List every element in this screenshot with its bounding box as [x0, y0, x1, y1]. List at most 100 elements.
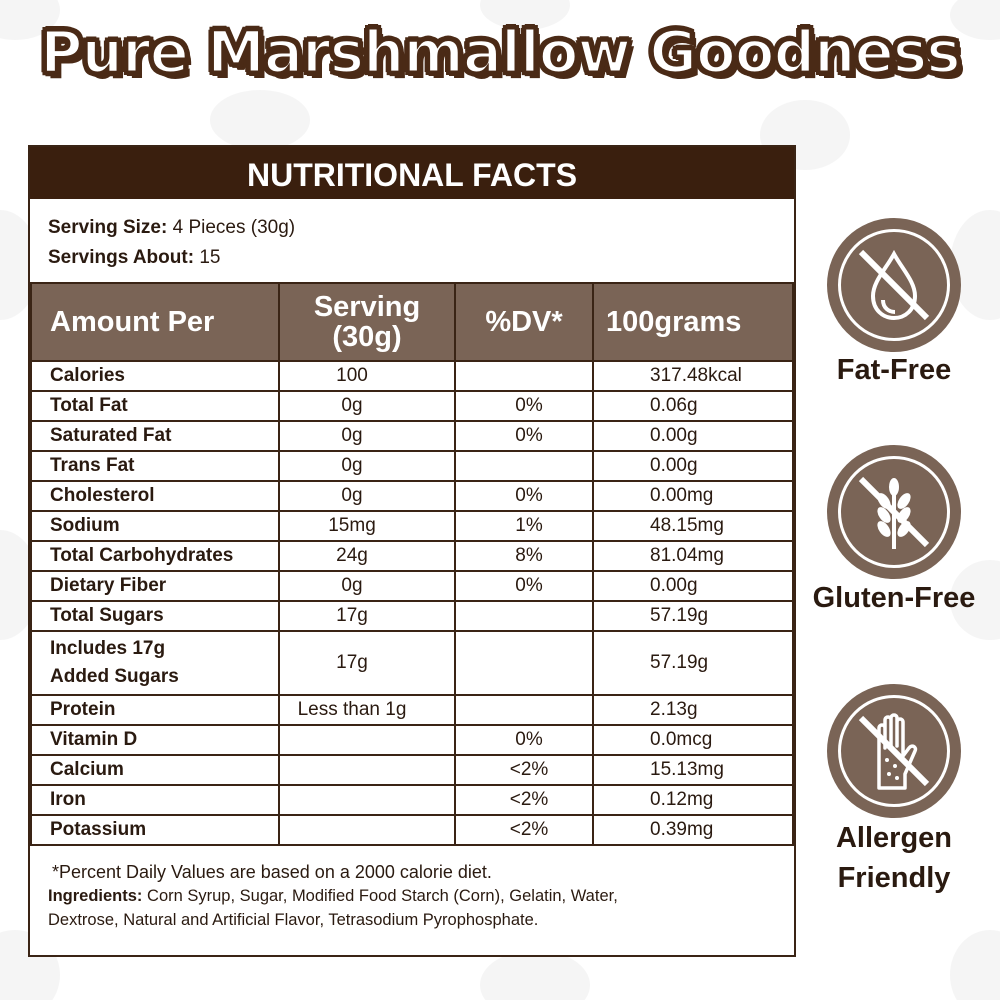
- serving-value: 0g: [278, 450, 456, 482]
- badge-ring: [838, 456, 950, 568]
- nutrient-name: Calories: [30, 360, 280, 392]
- header-dv: %DV*: [454, 282, 594, 362]
- ingredients-label: Ingredients:: [48, 887, 143, 905]
- per100-value: 57.19g: [592, 630, 794, 696]
- dv-value: [454, 360, 594, 392]
- nutrient-name: Protein: [30, 694, 280, 726]
- table-row: Trans Fat 0g 0.00g: [30, 450, 794, 482]
- nutrition-facts-heading: NUTRITIONAL FACTS: [30, 147, 794, 199]
- per100-value: 317.48kcal: [592, 360, 794, 392]
- background-marshmallow: [480, 950, 590, 1000]
- per100-value: 0.06g: [592, 390, 794, 422]
- nutrient-name: Saturated Fat: [30, 420, 280, 452]
- badge-ring: [838, 229, 950, 341]
- serving-value: 0g: [278, 420, 456, 452]
- dv-value: 8%: [454, 540, 594, 572]
- table-row: Cholesterol 0g 0% 0.00mg: [30, 480, 794, 512]
- dv-value: <2%: [454, 784, 594, 816]
- ingredients-text: Corn Syrup, Sugar, Modified Food Starch …: [147, 887, 618, 905]
- nutrient-name: Total Carbohydrates: [30, 540, 280, 572]
- serving-value: 0g: [278, 570, 456, 602]
- serving-info: Serving Size: 4 Pieces (30g) Servings Ab…: [30, 199, 794, 282]
- serving-value: 15mg: [278, 510, 456, 542]
- servings-about-label: Servings About:: [48, 247, 195, 268]
- fat-drop-crossed-icon: [858, 249, 930, 321]
- nutrient-name: Vitamin D: [30, 724, 280, 756]
- table-row: Total Sugars 17g 57.19g: [30, 600, 794, 632]
- dv-value: 0%: [454, 420, 594, 452]
- dv-value: 0%: [454, 570, 594, 602]
- per100-value: 48.15mg: [592, 510, 794, 542]
- dv-value: 0%: [454, 480, 594, 512]
- nutrition-table: Amount Per Serving (30g) %DV* 100grams C…: [30, 282, 794, 846]
- nutrition-facts-panel: NUTRITIONAL FACTS Serving Size: 4 Pieces…: [28, 145, 796, 957]
- table-row: Vitamin D 0% 0.0mcg: [30, 724, 794, 756]
- serving-value: [278, 784, 456, 816]
- dv-value: 0%: [454, 390, 594, 422]
- nutrient-name: Total Fat: [30, 390, 280, 422]
- per100-value: 0.00mg: [592, 480, 794, 512]
- wheat-crossed-icon: [858, 476, 930, 549]
- table-row: Total Fat 0g 0% 0.06g: [30, 390, 794, 422]
- nutrient-name: Calcium: [30, 754, 280, 786]
- dv-value: [454, 630, 594, 696]
- table-row: Dietary Fiber 0g 0% 0.00g: [30, 570, 794, 602]
- header-serving-line2: (30g): [332, 321, 402, 353]
- ingredients: Ingredients: Corn Syrup, Sugar, Modified…: [30, 884, 794, 932]
- serving-value: 0g: [278, 390, 456, 422]
- nutrient-name: Includes 17g Added Sugars: [30, 630, 280, 696]
- table-header-row: Amount Per Serving (30g) %DV* 100grams: [30, 282, 794, 362]
- daily-value-footnote: *Percent Daily Values are based on a 200…: [52, 862, 492, 882]
- badge-ring: [838, 695, 950, 807]
- servings-about-line: Servings About: 15: [48, 243, 794, 273]
- serving-size-value: 4 Pieces (30g): [172, 217, 296, 238]
- allergen-label-line2: Friendly: [837, 862, 951, 894]
- nutrient-name: Dietary Fiber: [30, 570, 280, 602]
- allergen-friendly-label: Allergen Friendly: [799, 818, 989, 898]
- serving-size-line: Serving Size: 4 Pieces (30g): [48, 213, 794, 243]
- background-marshmallow: [210, 90, 310, 150]
- background-marshmallow: [950, 930, 1000, 1000]
- nutrient-name-line1: Includes 17g: [50, 638, 166, 659]
- serving-value: Less than 1g: [278, 694, 456, 726]
- per100-value: 57.19g: [592, 600, 794, 632]
- serving-value: 100: [278, 360, 456, 392]
- gluten-free-label: Gluten-Free: [812, 582, 976, 614]
- table-row: Calories 100 317.48kcal: [30, 360, 794, 392]
- servings-about-value: 15: [199, 247, 221, 268]
- dv-value: 0%: [454, 724, 594, 756]
- table-row: Total Carbohydrates 24g 8% 81.04mg: [30, 540, 794, 572]
- serving-value: 0g: [278, 480, 456, 512]
- nutrient-name-line2: Added Sugars: [50, 666, 179, 687]
- dv-value: [454, 600, 594, 632]
- table-row: Saturated Fat 0g 0% 0.00g: [30, 420, 794, 452]
- serving-value: [278, 724, 456, 756]
- table-row: Calcium <2% 15.13mg: [30, 754, 794, 786]
- dv-value: [454, 450, 594, 482]
- nutrient-name: Sodium: [30, 510, 280, 542]
- ingredients-line2: Dextrose, Natural and Artificial Flavor,…: [48, 911, 539, 929]
- nutrient-name: Potassium: [30, 814, 280, 846]
- table-row: Iron <2% 0.12mg: [30, 784, 794, 816]
- dv-value: <2%: [454, 754, 594, 786]
- dv-value: [454, 694, 594, 726]
- serving-size-label: Serving Size:: [48, 217, 168, 238]
- serving-value: 17g: [278, 630, 456, 696]
- serving-value: [278, 814, 456, 846]
- gluten-free-badge: [827, 445, 961, 579]
- per100-value: 0.00g: [592, 570, 794, 602]
- per100-value: 0.0mcg: [592, 724, 794, 756]
- table-row: Sodium 15mg 1% 48.15mg: [30, 510, 794, 542]
- fat-free-label: Fat-Free: [836, 354, 952, 386]
- table-row: Potassium <2% 0.39mg: [30, 814, 794, 846]
- per100-value: 81.04mg: [592, 540, 794, 572]
- header-amount-per: Amount Per: [30, 282, 280, 362]
- per100-value: 15.13mg: [592, 754, 794, 786]
- hand-allergen-crossed-icon: [858, 713, 930, 790]
- table-row: Protein Less than 1g 2.13g: [30, 694, 794, 726]
- per100-value: 0.12mg: [592, 784, 794, 816]
- header-serving: Serving (30g): [278, 282, 456, 362]
- per100-value: 0.00g: [592, 420, 794, 452]
- serving-value: 24g: [278, 540, 456, 572]
- header-100grams: 100grams: [592, 282, 794, 362]
